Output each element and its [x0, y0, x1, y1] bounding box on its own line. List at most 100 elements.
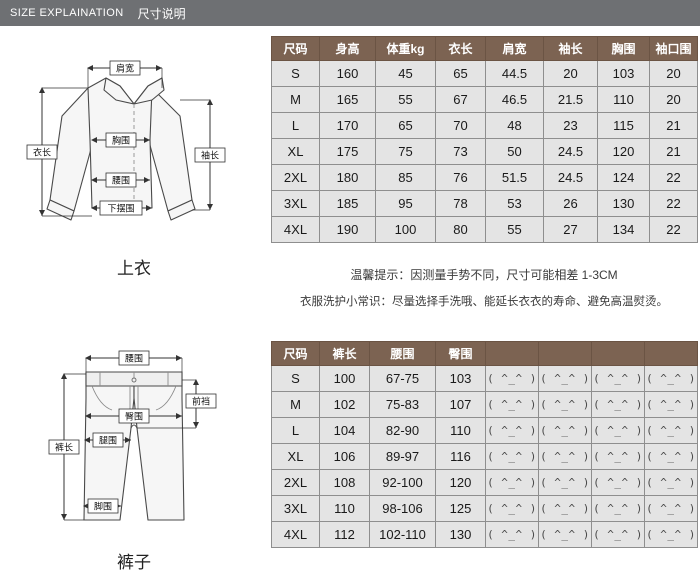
cell-value: 51.5 [485, 164, 544, 191]
cell-value: 108 [319, 469, 370, 496]
table-row: L 170 65 70 48 23 115 21 [271, 112, 698, 139]
column-header: 体重kg [375, 36, 436, 61]
cell-value: 22 [649, 216, 698, 243]
cell-size: M [271, 86, 320, 113]
shirt-label-chest: 胸围 [112, 135, 130, 147]
cell-size: 3XL [271, 495, 320, 522]
cell-value: 21 [649, 138, 698, 165]
cell-value: 185 [319, 190, 376, 217]
cell-emoticon: ( ^_^ ) [538, 417, 592, 444]
cell-value: 106 [319, 443, 370, 470]
cell-value: 85 [375, 164, 436, 191]
table-row: M 165 55 67 46.5 21.5 110 20 [271, 86, 698, 113]
measurement-note: 温馨提示：因测量手势不同，尺寸可能相差 1-3CM [350, 268, 618, 282]
cell-emoticon: ( ^_^ ) [485, 365, 539, 392]
cell-value: 22 [649, 164, 698, 191]
cell-value: 53 [485, 190, 544, 217]
table-row: S 160 45 65 44.5 20 103 20 [271, 60, 698, 87]
cell-value: 110 [597, 86, 650, 113]
cell-value: 115 [597, 112, 650, 139]
cell-size: S [271, 60, 320, 87]
pants-label-thigh: 腿围 [99, 436, 117, 447]
cell-emoticon: ( ^_^ ) [591, 365, 645, 392]
cell-value: 165 [319, 86, 376, 113]
column-header: 尺码 [271, 341, 320, 366]
page-title-bar: SIZE EXPLAINATION 尺寸说明 [0, 0, 700, 26]
cell-value: 130 [435, 521, 486, 548]
pants-label-hip: 臀围 [125, 412, 143, 423]
column-header-empty [485, 341, 539, 366]
column-header: 臀围 [435, 341, 486, 366]
cell-value: 120 [597, 138, 650, 165]
cell-value: 20 [543, 60, 598, 87]
cell-value: 104 [319, 417, 370, 444]
cell-size: 4XL [271, 521, 320, 548]
cell-emoticon: ( ^_^ ) [538, 469, 592, 496]
column-header: 衣长 [435, 36, 486, 61]
cell-value: 89-97 [369, 443, 436, 470]
cell-value: 124 [597, 164, 650, 191]
cell-emoticon: ( ^_^ ) [644, 417, 698, 444]
cell-emoticon: ( ^_^ ) [538, 391, 592, 418]
cell-emoticon: ( ^_^ ) [591, 417, 645, 444]
cell-value: 44.5 [485, 60, 544, 87]
top-size-table: 尺码 身高 体重kg 衣长 肩宽 袖长 胸围 袖口围 S 160 45 65 4… [271, 36, 698, 243]
cell-emoticon: ( ^_^ ) [591, 495, 645, 522]
table-row: S 100 67-75 103 ( ^_^ ) ( ^_^ ) ( ^_^ ) … [271, 365, 698, 392]
cell-emoticon: ( ^_^ ) [644, 365, 698, 392]
cell-emoticon: ( ^_^ ) [485, 521, 539, 548]
cell-emoticon: ( ^_^ ) [485, 443, 539, 470]
column-header: 袖长 [543, 36, 598, 61]
pants-label-leg-opening: 脚围 [94, 502, 112, 513]
cell-value: 75-83 [369, 391, 436, 418]
cell-value: 75 [375, 138, 436, 165]
cell-emoticon: ( ^_^ ) [485, 417, 539, 444]
cell-value: 116 [435, 443, 486, 470]
cell-value: 26 [543, 190, 598, 217]
table-row: 4XL 112 102-110 130 ( ^_^ ) ( ^_^ ) ( ^_… [271, 521, 698, 548]
cell-emoticon: ( ^_^ ) [644, 495, 698, 522]
cell-size: 4XL [271, 216, 320, 243]
shirt-label-hem: 下摆围 [107, 203, 134, 215]
cell-emoticon: ( ^_^ ) [538, 521, 592, 548]
column-header: 身高 [319, 36, 376, 61]
cell-value: 23 [543, 112, 598, 139]
cell-emoticon: ( ^_^ ) [644, 443, 698, 470]
cell-value: 76 [435, 164, 486, 191]
bottom-size-table: 尺码 裤长 腰围 臀围 S 100 67-75 103 ( ^_^ ) ( ^_… [271, 341, 698, 548]
cell-size: 2XL [271, 164, 320, 191]
cell-value: 67-75 [369, 365, 436, 392]
cell-value: 24.5 [543, 138, 598, 165]
cell-value: 110 [435, 417, 486, 444]
care-note: 衣服洗护小常识：尽量选择手洗哦、能延长衣衣的寿命、避免高温熨烫。 [300, 296, 668, 308]
cell-value: 70 [435, 112, 486, 139]
cell-value: 21.5 [543, 86, 598, 113]
cell-value: 45 [375, 60, 436, 87]
cell-emoticon: ( ^_^ ) [485, 391, 539, 418]
page-title-chinese: 尺寸说明 [137, 6, 186, 21]
column-header: 胸围 [597, 36, 650, 61]
table-row: XL 175 75 73 50 24.5 120 21 [271, 138, 698, 165]
shirt-caption: 上衣 [117, 259, 151, 278]
cell-emoticon: ( ^_^ ) [538, 443, 592, 470]
cell-value: 48 [485, 112, 544, 139]
cell-value: 65 [435, 60, 486, 87]
cell-emoticon: ( ^_^ ) [591, 443, 645, 470]
cell-size: L [271, 112, 320, 139]
cell-value: 55 [375, 86, 436, 113]
cell-value: 112 [319, 521, 370, 548]
cell-value: 27 [543, 216, 598, 243]
cell-value: 46.5 [485, 86, 544, 113]
cell-emoticon: ( ^_^ ) [644, 391, 698, 418]
table-row: L 104 82-90 110 ( ^_^ ) ( ^_^ ) ( ^_^ ) … [271, 417, 698, 444]
shirt-label-length: 衣长 [33, 147, 51, 159]
table-row: XL 106 89-97 116 ( ^_^ ) ( ^_^ ) ( ^_^ )… [271, 443, 698, 470]
cell-value: 170 [319, 112, 376, 139]
cell-value: 103 [435, 365, 486, 392]
shirt-label-waist: 腰围 [112, 176, 130, 187]
page-title-english: SIZE EXPLAINATION [10, 7, 124, 19]
cell-value: 80 [435, 216, 486, 243]
table-row: 4XL 190 100 80 55 27 134 22 [271, 216, 698, 243]
cell-value: 21 [649, 112, 698, 139]
cell-value: 107 [435, 391, 486, 418]
